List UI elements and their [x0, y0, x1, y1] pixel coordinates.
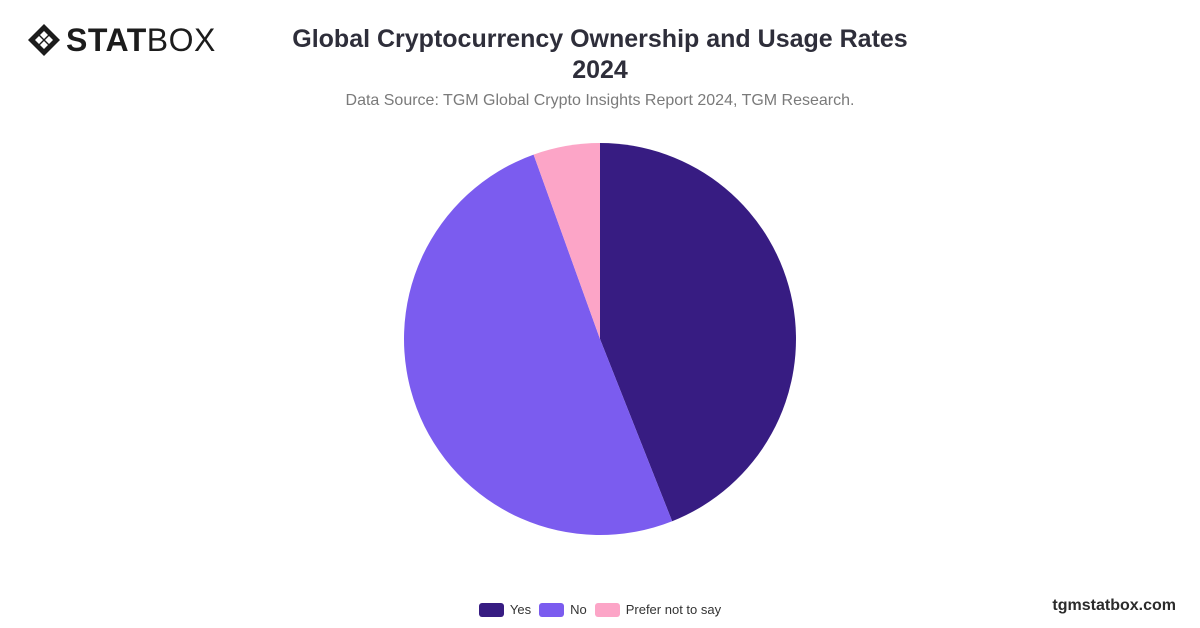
brand-wordmark: STATBOX [66, 22, 216, 58]
footer-site-link[interactable]: tgmstatbox.com [1052, 597, 1176, 614]
legend-item-yes[interactable]: Yes [478, 602, 532, 617]
chart-subtitle: Data Source: TGM Global Crypto Insights … [345, 92, 855, 109]
legend-swatch-prefer-not-to-say [594, 602, 620, 617]
brand-wordmark-bold: STAT [66, 22, 147, 58]
pie-slice-yes[interactable] [600, 143, 796, 522]
legend-swatch-yes [478, 602, 504, 617]
brand-wordmark-light: BOX [146, 22, 216, 58]
chart-legend: Yes No Prefer not to say [0, 602, 1200, 617]
pie-slice-no[interactable] [403, 154, 673, 536]
brand-logo: STATBOX [26, 22, 216, 58]
legend-item-no[interactable]: No [539, 602, 587, 617]
legend-label-prefer-not-to-say: Prefer not to say [625, 602, 722, 617]
pie-slice-prefer-not-to-say[interactable] [533, 143, 600, 339]
legend-item-prefer-not-to-say[interactable]: Prefer not to say [594, 602, 722, 617]
legend-label-yes: Yes [509, 602, 532, 617]
chart-title: Global Cryptocurrency Ownership and Usag… [292, 25, 908, 84]
legend-swatch-no [539, 602, 565, 617]
legend-label-no: No [570, 602, 587, 617]
diamond-grid-icon [28, 24, 60, 56]
